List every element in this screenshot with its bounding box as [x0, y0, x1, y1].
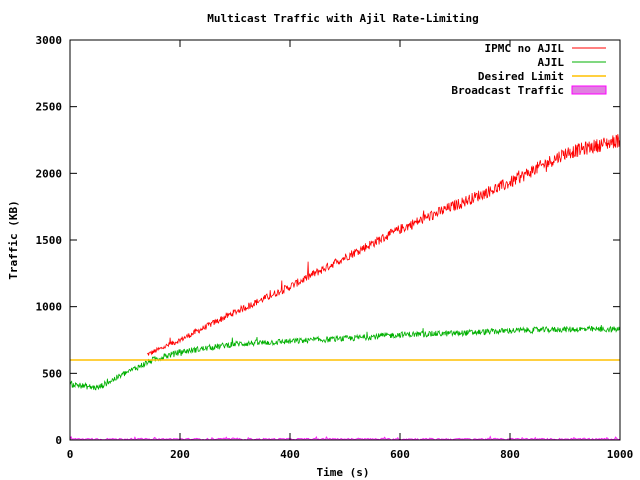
legend-label: Desired Limit: [478, 70, 564, 83]
x-tick-label: 800: [500, 448, 520, 461]
x-axis-label: Time (s): [317, 466, 370, 479]
legend-swatch: [571, 85, 607, 95]
y-tick-label: 1500: [36, 234, 63, 247]
chart-title: Multicast Traffic with Ajil Rate-Limitin…: [207, 12, 479, 25]
y-axis-label: Traffic (KB): [7, 200, 20, 279]
axes: 0 200 400 600 800 1000 0 500 1000 1500 2000 2500 300…: [36, 34, 634, 461]
y-tick-label: 0: [55, 434, 62, 447]
y-tick-label: 1000: [36, 301, 63, 314]
legend-label: Broadcast Traffic: [451, 84, 564, 97]
x-tick-label: 1000: [607, 448, 634, 461]
legend-label: AJIL: [538, 56, 565, 69]
x-tick-label: 600: [390, 448, 410, 461]
x-tick-label: 200: [170, 448, 190, 461]
y-tick-label: 2000: [36, 167, 63, 180]
y-tick-label: 2500: [36, 101, 63, 114]
series-ipmc-no-ajil-line: [146, 134, 621, 356]
x-tick-label: 400: [280, 448, 300, 461]
x-tick-label: 0: [67, 448, 74, 461]
plot-area: [69, 134, 621, 441]
series-ajil-line: [69, 324, 621, 391]
y-tick-label: 3000: [36, 34, 63, 47]
series-broadcast-traffic-area: [69, 435, 621, 441]
legend-label: IPMC no AJIL: [485, 42, 565, 55]
y-tick-label: 500: [42, 367, 62, 380]
